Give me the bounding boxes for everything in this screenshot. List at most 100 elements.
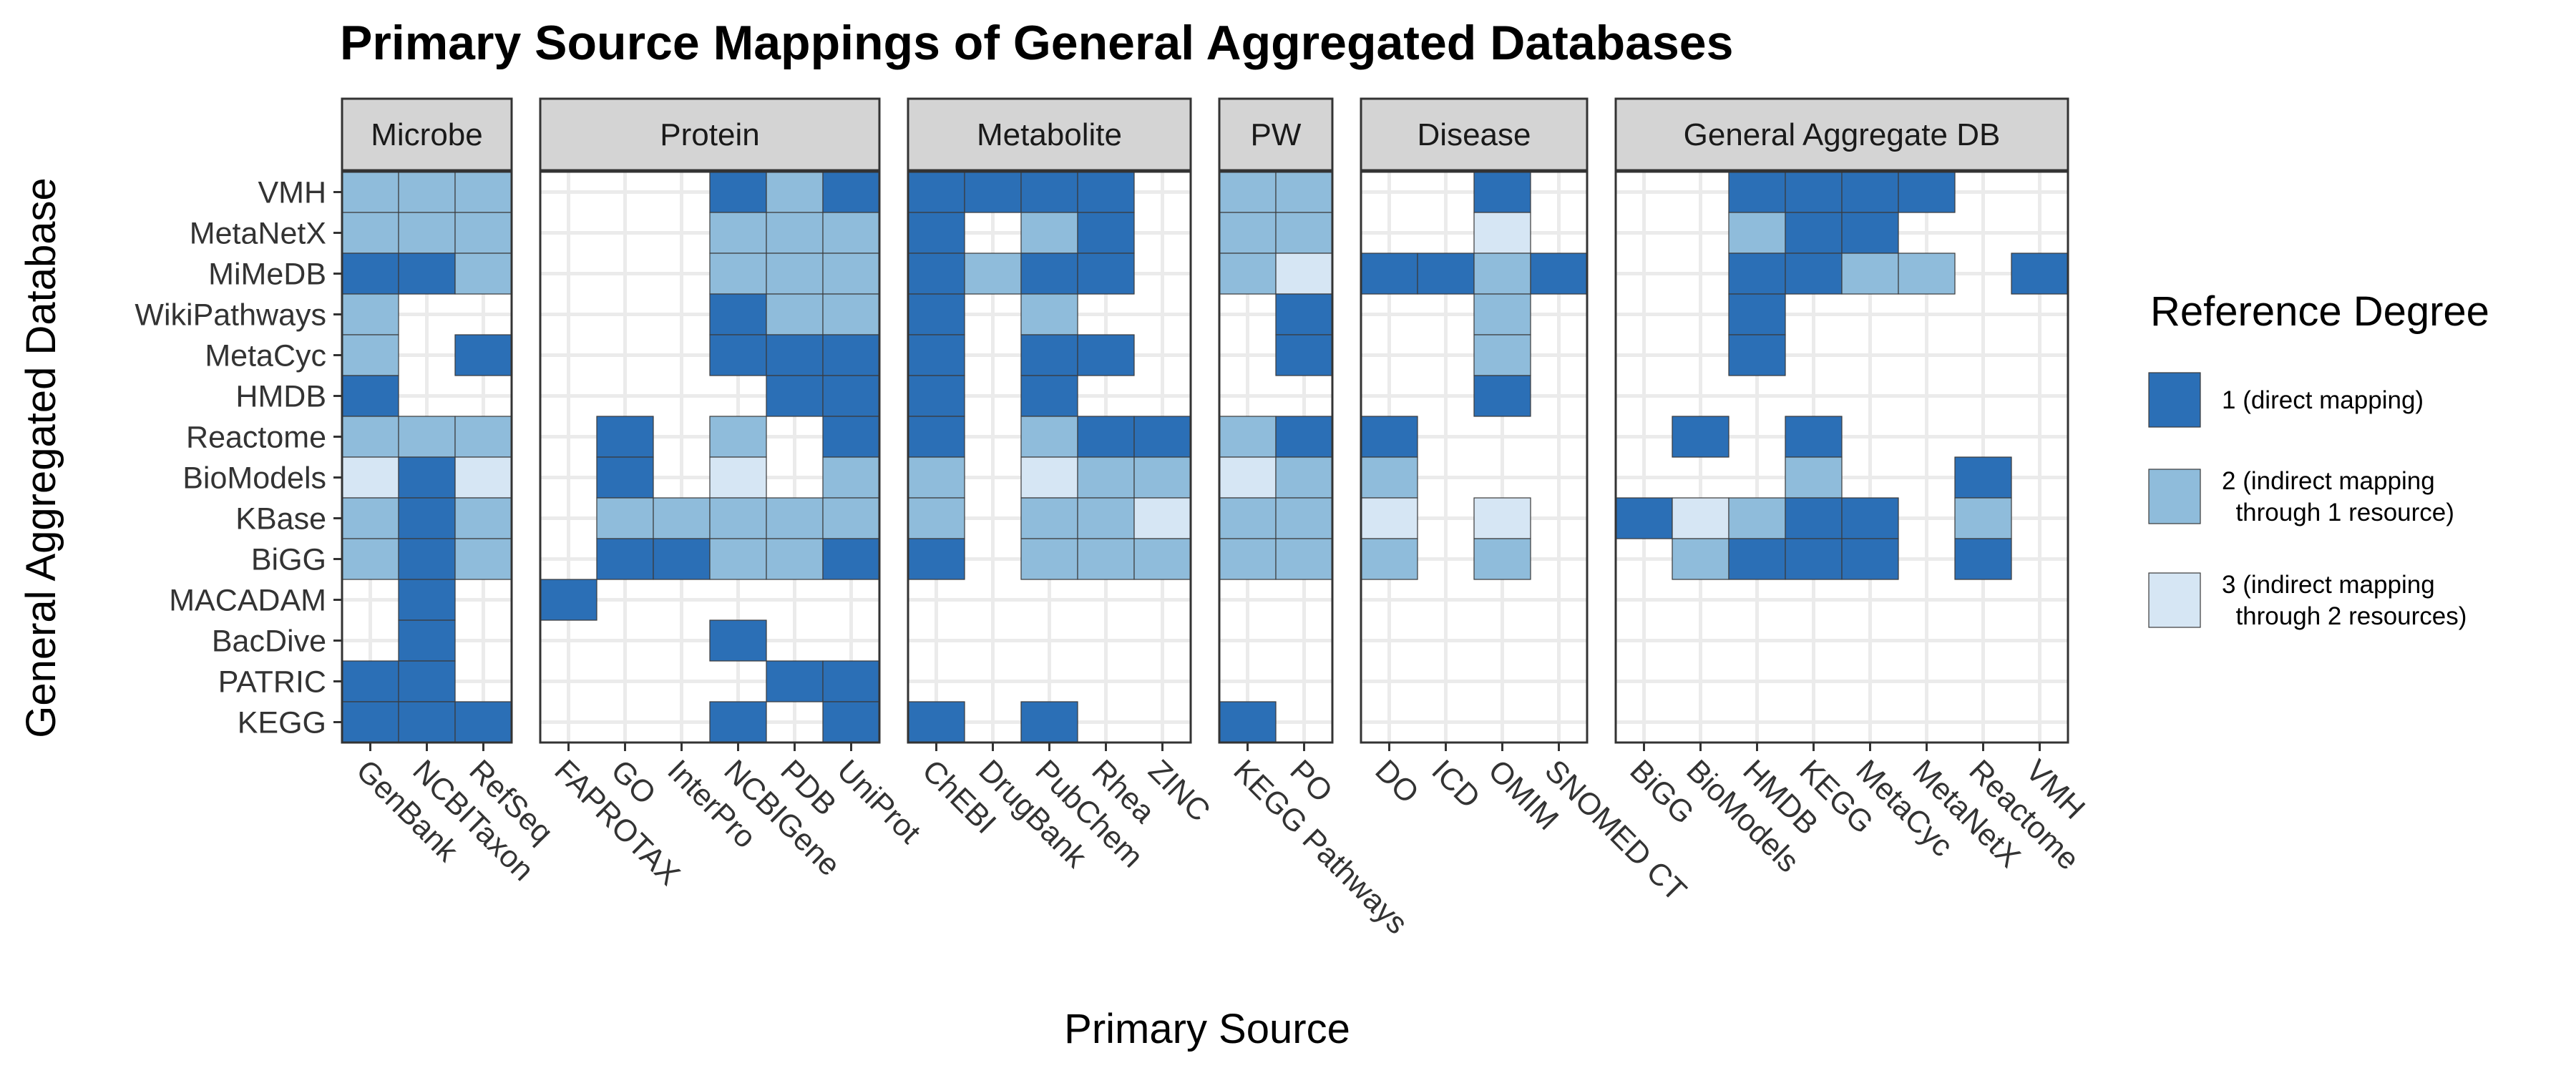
heatmap-cell-biomodels-genbank xyxy=(341,456,399,499)
heatmap-cell-bigg-ncbigene xyxy=(709,538,767,580)
legend-item-3: 3 (indirect mapping through 2 resources) xyxy=(2148,571,2467,630)
heatmap-cell-metanetx-ncbitaxon xyxy=(398,212,456,254)
heatmap-cell-wikipathways-pdb xyxy=(766,293,824,335)
heatmap-cell-mimedb-kegg xyxy=(1785,253,1843,295)
heatmap-cell-bigg-metacyc xyxy=(1841,538,1899,580)
heatmap-cell-kbase-rhea xyxy=(1077,497,1135,539)
heatmap-cell-bigg-interpro xyxy=(653,538,711,580)
heatmap-cell-metanetx-omim xyxy=(1473,212,1531,254)
facet-strip-label: PW xyxy=(1251,117,1302,152)
heatmap-cell-metacyc-po xyxy=(1275,334,1333,376)
y-axis-title: General Aggregated Database xyxy=(18,177,64,738)
heatmap-cell-mimedb-genbank xyxy=(341,253,399,295)
heatmap-cell-kegg-ncbitaxon xyxy=(398,701,456,743)
legend-key-swatch xyxy=(2148,572,2201,628)
legend-item-2: 2 (indirect mapping through 1 resource) xyxy=(2148,467,2454,526)
x-tick-label-zinc: ZINC xyxy=(1141,753,1216,828)
heatmap-cell-hmdb-uniprot xyxy=(822,375,880,417)
heatmap-cell-biomodels-ncbigene xyxy=(709,456,767,499)
heatmap-cell-mimedb-kegg-pathways xyxy=(1219,253,1277,295)
heatmap-cell-reactome-do xyxy=(1360,416,1418,458)
heatmap-cell-hmdb-chebi xyxy=(907,375,965,417)
heatmap-cell-vmh-drugbank xyxy=(964,171,1022,213)
heatmap-cell-metacyc-pubchem xyxy=(1020,334,1078,376)
heatmap-cell-kbase-hmdb xyxy=(1728,497,1786,539)
heatmap-cell-wikipathways-ncbigene xyxy=(709,293,767,335)
heatmap-cell-wikipathways-chebi xyxy=(907,293,965,335)
heatmap-cell-reactome-biomodels xyxy=(1672,416,1729,458)
heatmap-cell-biomodels-zinc xyxy=(1133,456,1191,499)
heatmap-cell-kbase-pdb xyxy=(766,497,824,539)
heatmap-cell-bigg-omim xyxy=(1473,538,1531,580)
x-tick-label-uniprot: UniProt xyxy=(830,753,927,850)
heatmap-cell-metacyc-omim xyxy=(1473,334,1531,376)
heatmap-cell-wikipathways-hmdb xyxy=(1728,293,1786,335)
y-tick-label-bigg: BiGG xyxy=(251,543,326,577)
heatmap-cell-reactome-refseq xyxy=(454,416,512,458)
heatmap-cell-bigg-rhea xyxy=(1077,538,1135,580)
y-tick-label-macadam: MACADAM xyxy=(169,584,326,618)
heatmap-cell-metanetx-chebi xyxy=(907,212,965,254)
y-tick-label-reactome: Reactome xyxy=(186,421,326,455)
heatmap-cell-wikipathways-po xyxy=(1275,293,1333,335)
facet-strip xyxy=(1360,97,1589,172)
y-tick-label-hmdb: HMDB xyxy=(235,380,326,414)
heatmap-cell-bigg-go xyxy=(596,538,654,580)
heatmap-cell-kegg-chebi xyxy=(907,701,965,743)
facet-strip xyxy=(341,97,513,172)
facet-strip xyxy=(539,97,881,172)
x-axis-title: Primary Source xyxy=(1064,1006,1350,1052)
heatmap-cell-mimedb-pubchem xyxy=(1020,253,1078,295)
y-tick-label-bacdive: BacDive xyxy=(212,624,326,659)
heatmap-cell-metanetx-rhea xyxy=(1077,212,1135,254)
heatmap-cell-bigg-uniprot xyxy=(822,538,880,580)
heatmap-cell-mimedb-po xyxy=(1275,253,1333,295)
heatmap-cell-mimedb-hmdb xyxy=(1728,253,1786,295)
heatmap-cell-reactome-kegg xyxy=(1785,416,1843,458)
legend-item-1: 1 (direct mapping) xyxy=(2148,372,2424,428)
facet-strip-label: Microbe xyxy=(371,117,483,152)
heatmap-cell-vmh-pubchem xyxy=(1020,171,1078,213)
heatmap-cell-kbase-kegg-pathways xyxy=(1219,497,1277,539)
heatmap-cell-mimedb-ncbitaxon xyxy=(398,253,456,295)
heatmap-cell-metacyc-chebi xyxy=(907,334,965,376)
heatmap-cell-bigg-kegg xyxy=(1785,538,1843,580)
heatmap-cell-metanetx-metacyc xyxy=(1841,212,1899,254)
heatmap-cell-metanetx-refseq xyxy=(454,212,512,254)
heatmap-cell-vmh-po xyxy=(1275,171,1333,213)
heatmap-cell-macadam-ncbitaxon xyxy=(398,579,456,621)
heatmap-cell-bigg-pdb xyxy=(766,538,824,580)
panel-border xyxy=(1218,170,1334,744)
heatmap-cell-kegg-ncbigene xyxy=(709,701,767,743)
heatmap-cell-biomodels-po xyxy=(1275,456,1333,499)
heatmap-cell-metacyc-ncbigene xyxy=(709,334,767,376)
heatmap-cell-metanetx-po xyxy=(1275,212,1333,254)
heatmap-cell-reactome-genbank xyxy=(341,416,399,458)
heatmap-cell-metacyc-genbank xyxy=(341,334,399,376)
heatmap-cell-bigg-kegg-pathways xyxy=(1219,538,1277,580)
heatmap-cell-kbase-interpro xyxy=(653,497,711,539)
heatmap-cell-vmh-chebi xyxy=(907,171,965,213)
heatmap-cell-vmh-rhea xyxy=(1077,171,1135,213)
heatmap-cell-bigg-chebi xyxy=(907,538,965,580)
heatmap-cell-kbase-metacyc xyxy=(1841,497,1899,539)
facet-strip-label: General Aggregate DB xyxy=(1684,117,2001,152)
heatmap-cell-vmh-metacyc xyxy=(1841,171,1899,213)
heatmap-cell-vmh-ncbitaxon xyxy=(398,171,456,213)
facet-panels: MicrobeGenBankNCBITaxonRefSeqProteinFAPR… xyxy=(341,97,2092,941)
heatmap-cell-metanetx-genbank xyxy=(341,212,399,254)
chart-title: Primary Source Mappings of General Aggre… xyxy=(340,16,1733,70)
y-tick-label-vmh: VMH xyxy=(258,176,326,210)
heatmap-cell-kbase-ncbigene xyxy=(709,497,767,539)
heatmap-cell-mimedb-chebi xyxy=(907,253,965,295)
heatmap-cell-kegg-uniprot xyxy=(822,701,880,743)
heatmap-cell-bigg-zinc xyxy=(1133,538,1191,580)
heatmap-cell-bigg-hmdb xyxy=(1728,538,1786,580)
heatmap-cell-bigg-reactome xyxy=(1954,538,2012,580)
heatmap-cell-biomodels-go xyxy=(596,456,654,499)
heatmap-cell-vmh-uniprot xyxy=(822,171,880,213)
facet-strip xyxy=(907,97,1192,172)
legend-label: 1 (direct mapping) xyxy=(2222,386,2424,414)
